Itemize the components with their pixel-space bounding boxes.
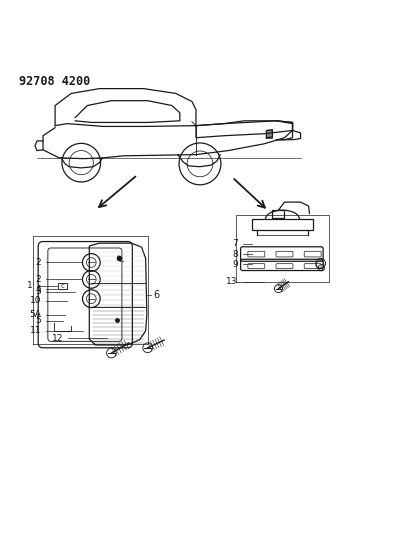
Text: 1: 1 <box>27 281 33 290</box>
Text: 2: 2 <box>36 275 42 284</box>
Bar <box>252 219 313 230</box>
Text: 2: 2 <box>36 258 42 267</box>
Text: 4: 4 <box>36 285 42 294</box>
Text: 5: 5 <box>35 316 42 325</box>
Text: 3: 3 <box>35 287 42 296</box>
Text: 9: 9 <box>232 260 238 269</box>
Text: 13: 13 <box>226 277 238 286</box>
Bar <box>273 210 284 218</box>
Text: 11: 11 <box>30 326 42 335</box>
Bar <box>58 282 67 289</box>
Text: 12: 12 <box>52 334 63 343</box>
Text: 10: 10 <box>30 296 42 305</box>
Bar <box>266 131 273 138</box>
Text: 8: 8 <box>232 250 238 259</box>
Text: 7: 7 <box>232 239 238 248</box>
Text: 6: 6 <box>154 289 160 300</box>
Text: 92708 4200: 92708 4200 <box>19 75 90 88</box>
Text: 5A: 5A <box>29 310 42 319</box>
Text: c: c <box>60 283 64 289</box>
